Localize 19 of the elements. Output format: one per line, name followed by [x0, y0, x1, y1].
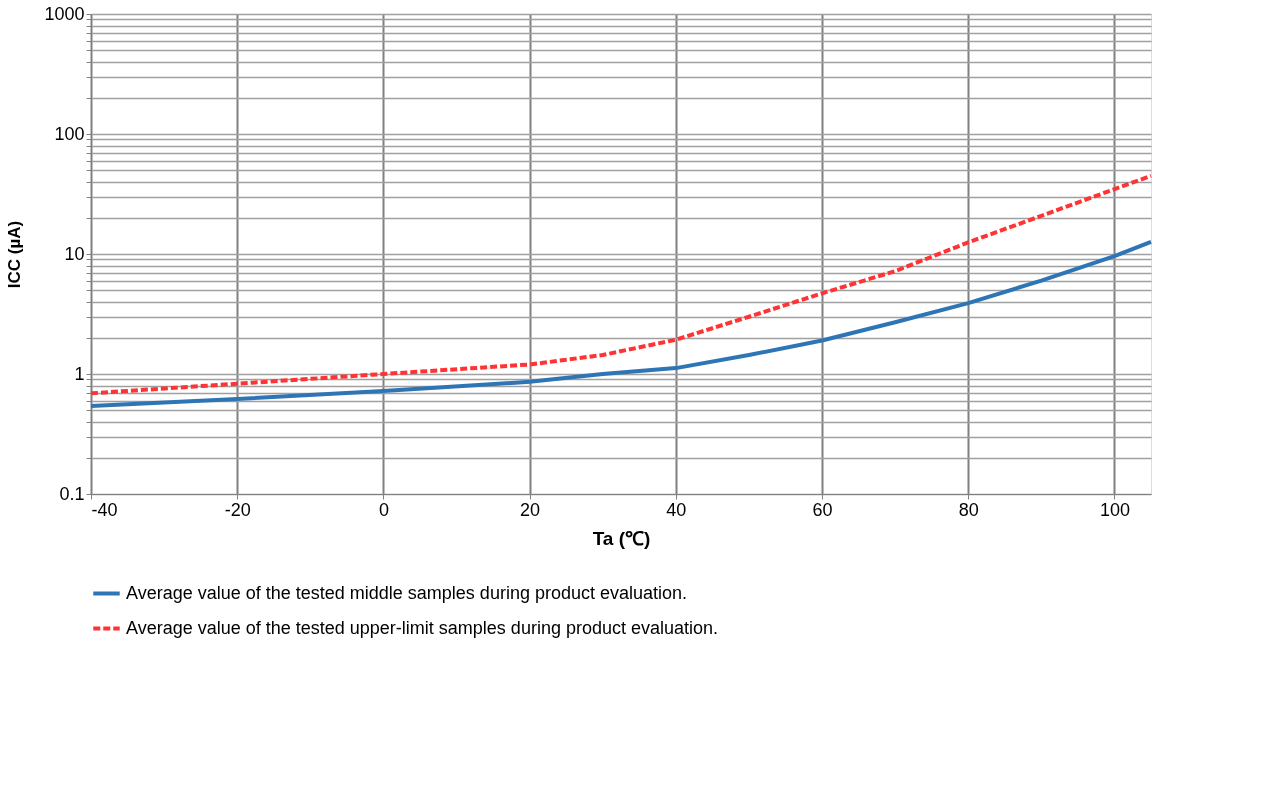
legend-label: Average value of the tested upper-limit samples during product evaluation.: [126, 617, 719, 638]
x-tick-label: 80: [958, 499, 979, 520]
line-series: [89, 173, 1153, 396]
y-tick-label: 100: [54, 123, 85, 144]
line-series: [89, 239, 1153, 409]
x-axis-title: Ta (℃): [592, 527, 651, 549]
y-tick-label: 1: [74, 363, 85, 384]
x-tick-label: 60: [812, 499, 833, 520]
x-tick-label: -20: [224, 499, 251, 520]
x-tick-label: 40: [666, 499, 687, 520]
legend-label: Average value of the tested middle samples during product evaluation.: [126, 582, 688, 603]
y-tick-label: 1000: [44, 3, 85, 24]
x-tick-label: 100: [1099, 499, 1130, 520]
x-tick-label: -40: [91, 499, 118, 520]
y-tick-label: 0.1: [59, 483, 85, 504]
y-axis-title: ICC (µA): [5, 220, 25, 289]
y-tick-label: 10: [64, 243, 85, 264]
x-tick-label: 20: [520, 499, 541, 520]
x-tick-label: 0: [378, 499, 389, 520]
